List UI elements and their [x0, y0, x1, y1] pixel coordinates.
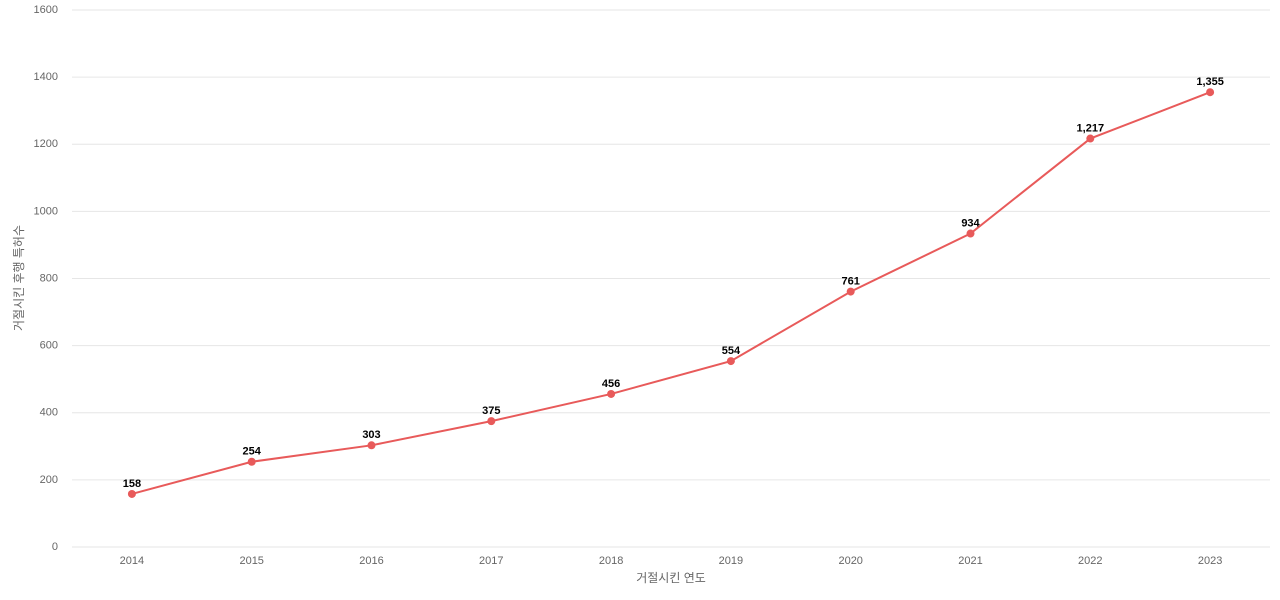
- y-tick-label: 1400: [34, 71, 58, 83]
- value-label: 1,355: [1196, 76, 1224, 88]
- y-tick-label: 800: [40, 272, 58, 284]
- y-tick-label: 200: [40, 474, 58, 486]
- value-label: 303: [362, 429, 380, 441]
- value-label: 761: [842, 275, 860, 287]
- value-label: 456: [602, 378, 620, 390]
- point: [487, 417, 496, 426]
- point: [966, 229, 975, 238]
- point: [846, 287, 855, 296]
- value-label: 375: [482, 405, 500, 417]
- x-tick-label: 2019: [719, 555, 743, 567]
- x-tick-label: 2017: [479, 555, 503, 567]
- x-tick-label: 2018: [599, 555, 623, 567]
- x-tick-label: 2014: [120, 555, 144, 567]
- value-label: 934: [961, 217, 980, 229]
- y-axis-title: 거절시킨 후행 특허수: [11, 225, 26, 331]
- y-tick-label: 1000: [34, 205, 58, 217]
- x-tick-label: 2016: [359, 555, 383, 567]
- point: [607, 389, 616, 398]
- point: [247, 457, 256, 466]
- point: [1086, 134, 1095, 143]
- y-tick-label: 1600: [34, 4, 58, 16]
- y-tick-label: 400: [40, 407, 58, 419]
- x-tick-label: 2015: [239, 555, 263, 567]
- line: [131, 91, 1211, 495]
- x-tick-label: 2023: [1198, 555, 1222, 567]
- value-label: 1,217: [1077, 122, 1105, 134]
- value-label: 254: [243, 446, 262, 458]
- point: [367, 441, 376, 450]
- y-tick-label: 1200: [34, 138, 58, 150]
- point: [726, 357, 735, 366]
- y-tick-label: 600: [40, 340, 58, 352]
- x-axis-title: 거절시킨 연도: [636, 571, 706, 585]
- x-tick-label: 2020: [838, 555, 862, 567]
- point: [127, 489, 136, 498]
- x-tick-label: 2021: [958, 555, 982, 567]
- value-label: 554: [722, 345, 741, 357]
- point: [1206, 88, 1215, 97]
- value-label: 158: [123, 478, 141, 490]
- y-tick-label: 0: [52, 541, 58, 553]
- x-tick-label: 2022: [1078, 555, 1102, 567]
